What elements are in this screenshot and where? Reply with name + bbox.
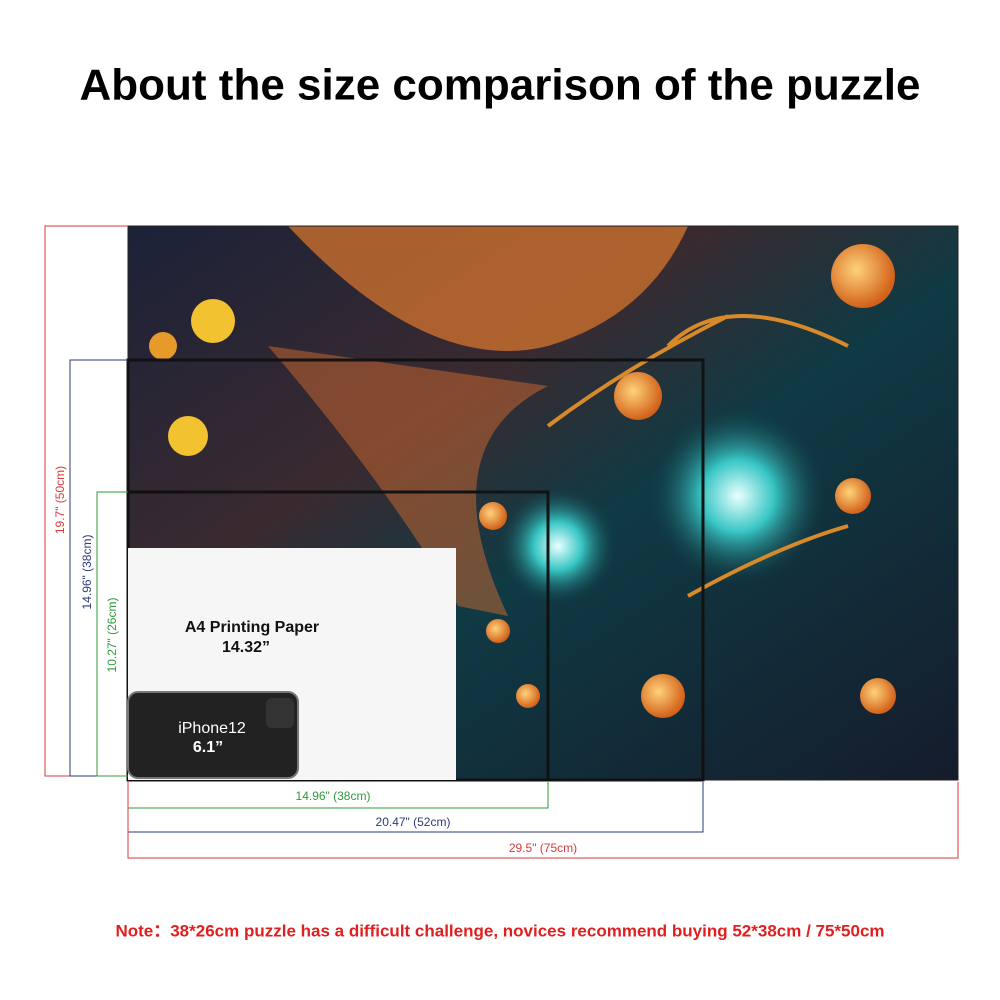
label-bg [79, 522, 95, 622]
phone-size: 6.1” [193, 739, 223, 756]
title: About the size comparison of the puzzle [80, 61, 921, 110]
paper-size: 14.32” [222, 639, 270, 656]
label-bg [104, 585, 120, 685]
note: Note：38*26cm puzzle has a difficult chal… [115, 921, 884, 940]
height-line [96, 491, 128, 777]
label-bg [280, 789, 386, 805]
iphone [127, 691, 299, 779]
height-line [69, 359, 128, 777]
paper-label: A4 Printing Paper [185, 619, 319, 636]
iphone-camera [266, 698, 294, 728]
label-bg [490, 841, 596, 857]
height-label: 10.27" (26cm) [105, 598, 119, 673]
width-label: 29.5" (75cm) [509, 841, 577, 855]
width-label: 14.96" (38cm) [296, 789, 371, 803]
height-label: 14.96" (38cm) [80, 535, 94, 610]
label-bg [52, 450, 68, 550]
height-label: 19.7" (50cm) [53, 466, 67, 534]
phone-label: iPhone12 [178, 720, 246, 737]
label-bg [360, 815, 466, 831]
width-line [127, 782, 959, 859]
width-label: 20.47" (52cm) [376, 815, 451, 829]
